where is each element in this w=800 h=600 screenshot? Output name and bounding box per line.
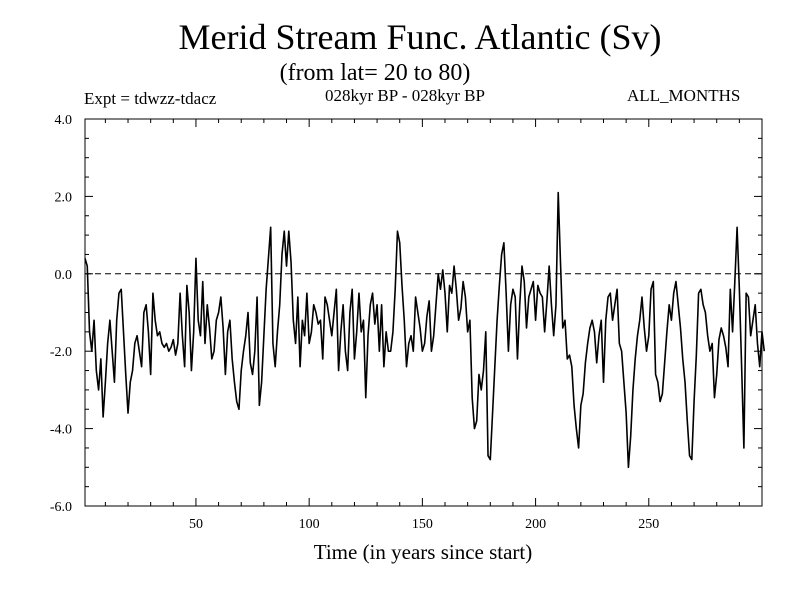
experiment-label: Expt = tdwzz-tdacz bbox=[84, 89, 217, 108]
months-label: ALL_MONTHS bbox=[627, 86, 741, 105]
chart-subtitle: (from lat= 20 to 80) bbox=[279, 60, 471, 86]
chart-title: Merid Stream Func. Atlantic (Sv) bbox=[178, 17, 662, 57]
x-tick-label: 150 bbox=[412, 517, 433, 532]
x-axis-title: Time (in years since start) bbox=[313, 540, 533, 564]
y-tick-label: 2.0 bbox=[55, 190, 73, 205]
y-tick-label: 4.0 bbox=[55, 113, 73, 128]
y-tick-label: -6.0 bbox=[50, 500, 72, 515]
x-tick-label: 100 bbox=[299, 517, 320, 532]
x-tick-label: 200 bbox=[525, 517, 546, 532]
x-tick-label: 250 bbox=[638, 517, 659, 532]
series-line bbox=[84, 191, 766, 469]
y-tick-label: -2.0 bbox=[50, 345, 72, 360]
y-tick-label: 0.0 bbox=[55, 268, 73, 283]
x-tick-label: 50 bbox=[189, 517, 203, 532]
period-label: 028kyr BP - 028kyr BP bbox=[325, 86, 485, 105]
y-tick-label: -4.0 bbox=[50, 423, 72, 438]
